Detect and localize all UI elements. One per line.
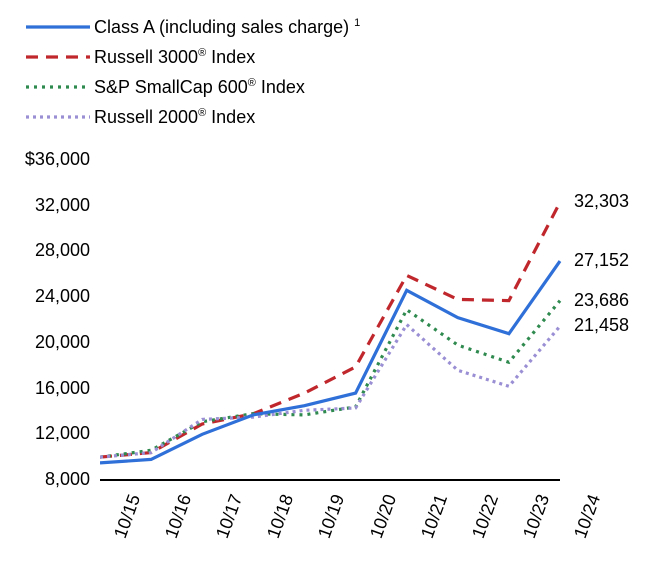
x-tick-label: 10/15 [110, 492, 145, 542]
legend: Class A (including sales charge) 1 Russel… [22, 12, 360, 132]
x-tick-label: 10/23 [519, 492, 554, 542]
legend-swatch-russell_3000 [22, 42, 94, 72]
y-tick-label: $36,000 [0, 149, 90, 170]
x-tick-label: 10/19 [314, 492, 349, 542]
legend-swatch-sp_smallcap_600 [22, 72, 94, 102]
legend-label-russell_3000: Russell 3000® Index [94, 47, 255, 68]
x-tick-label: 10/17 [212, 492, 247, 542]
legend-label-russell_2000: Russell 2000® Index [94, 107, 255, 128]
legend-item-sp_smallcap_600: S&P SmallCap 600® Index [22, 72, 360, 102]
growth-chart: Class A (including sales charge) 1 Russel… [0, 0, 672, 588]
plot-area [100, 160, 562, 482]
y-tick-label: 12,000 [0, 423, 90, 444]
y-tick-label: 8,000 [0, 469, 90, 490]
legend-label-class_a: Class A (including sales charge) 1 [94, 17, 360, 38]
x-tick-label: 10/20 [366, 492, 401, 542]
legend-swatch-russell_2000 [22, 102, 94, 132]
x-tick-label: 10/18 [263, 492, 298, 542]
legend-item-class_a: Class A (including sales charge) 1 [22, 12, 360, 42]
end-label-sp_smallcap_600: 23,686 [574, 290, 629, 311]
y-tick-label: 20,000 [0, 332, 90, 353]
y-tick-label: 16,000 [0, 378, 90, 399]
legend-item-russell_3000: Russell 3000® Index [22, 42, 360, 72]
end-label-russell_2000: 21,458 [574, 315, 629, 336]
x-tick-label: 10/16 [161, 492, 196, 542]
legend-label-sp_smallcap_600: S&P SmallCap 600® Index [94, 77, 305, 98]
y-tick-label: 32,000 [0, 195, 90, 216]
x-tick-label: 10/24 [570, 492, 605, 542]
legend-swatch-class_a [22, 12, 94, 42]
end-label-class_a: 27,152 [574, 250, 629, 271]
x-tick-label: 10/21 [417, 492, 452, 542]
legend-item-russell_2000: Russell 2000® Index [22, 102, 360, 132]
series-line-class_a [100, 261, 560, 463]
y-tick-label: 24,000 [0, 286, 90, 307]
series-line-russell_2000 [100, 325, 560, 458]
y-tick-label: 28,000 [0, 240, 90, 261]
end-label-russell_3000: 32,303 [574, 191, 629, 212]
x-tick-label: 10/22 [468, 492, 503, 542]
